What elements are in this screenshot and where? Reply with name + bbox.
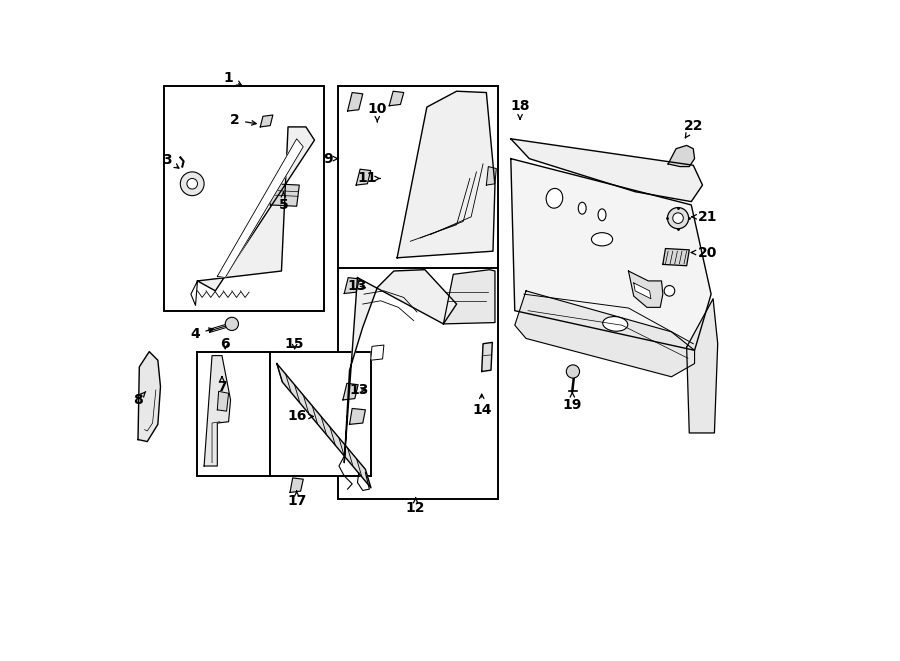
Text: 19: 19 xyxy=(562,392,582,412)
Polygon shape xyxy=(482,342,492,371)
Polygon shape xyxy=(356,169,371,185)
Text: 10: 10 xyxy=(367,102,387,122)
Polygon shape xyxy=(138,352,160,442)
Bar xyxy=(165,86,324,311)
Ellipse shape xyxy=(598,209,606,221)
Text: 9: 9 xyxy=(323,151,338,166)
Polygon shape xyxy=(668,145,695,167)
Polygon shape xyxy=(260,115,273,127)
Text: 20: 20 xyxy=(691,245,717,260)
Polygon shape xyxy=(347,93,363,111)
Polygon shape xyxy=(444,270,495,324)
Polygon shape xyxy=(204,356,230,466)
Ellipse shape xyxy=(578,202,586,214)
Circle shape xyxy=(187,178,197,189)
Polygon shape xyxy=(511,139,703,202)
Polygon shape xyxy=(511,159,711,350)
Text: 4: 4 xyxy=(191,327,213,341)
Polygon shape xyxy=(270,184,300,206)
Text: 1: 1 xyxy=(224,71,241,85)
Polygon shape xyxy=(397,91,495,258)
Polygon shape xyxy=(486,167,496,185)
Text: 6: 6 xyxy=(220,336,230,351)
Ellipse shape xyxy=(546,188,562,208)
Text: 21: 21 xyxy=(692,210,717,224)
Text: 5: 5 xyxy=(279,192,288,212)
Text: 22: 22 xyxy=(683,118,703,138)
Text: 7: 7 xyxy=(217,377,227,394)
Text: 8: 8 xyxy=(133,391,146,407)
Text: 12: 12 xyxy=(406,498,426,515)
Text: 3: 3 xyxy=(162,153,179,168)
Polygon shape xyxy=(371,345,384,360)
Polygon shape xyxy=(349,408,365,424)
Polygon shape xyxy=(344,278,359,293)
Polygon shape xyxy=(277,364,371,488)
Bar xyxy=(270,352,371,476)
Polygon shape xyxy=(389,91,404,106)
Polygon shape xyxy=(515,291,695,377)
Circle shape xyxy=(225,317,238,330)
Text: 2: 2 xyxy=(230,113,256,128)
Text: 15: 15 xyxy=(285,336,304,351)
Polygon shape xyxy=(344,270,456,463)
Text: 13: 13 xyxy=(347,278,367,293)
Circle shape xyxy=(673,213,683,223)
Polygon shape xyxy=(217,391,229,411)
Ellipse shape xyxy=(664,286,675,296)
Text: 16: 16 xyxy=(287,409,313,424)
Polygon shape xyxy=(662,249,689,266)
Text: 13: 13 xyxy=(349,383,368,397)
Circle shape xyxy=(668,208,688,229)
Circle shape xyxy=(566,365,580,378)
Polygon shape xyxy=(217,139,303,278)
Polygon shape xyxy=(197,127,314,291)
Polygon shape xyxy=(290,478,303,492)
Ellipse shape xyxy=(603,317,628,331)
Text: 18: 18 xyxy=(510,98,530,119)
Text: 11: 11 xyxy=(357,171,380,186)
Bar xyxy=(338,86,498,271)
Bar xyxy=(338,268,498,499)
Polygon shape xyxy=(343,383,358,400)
Ellipse shape xyxy=(591,233,613,246)
Polygon shape xyxy=(628,271,662,307)
Polygon shape xyxy=(634,283,651,299)
Bar xyxy=(197,352,270,476)
Text: 14: 14 xyxy=(472,394,491,417)
Polygon shape xyxy=(687,299,717,433)
Text: 17: 17 xyxy=(287,491,306,508)
Circle shape xyxy=(180,172,204,196)
